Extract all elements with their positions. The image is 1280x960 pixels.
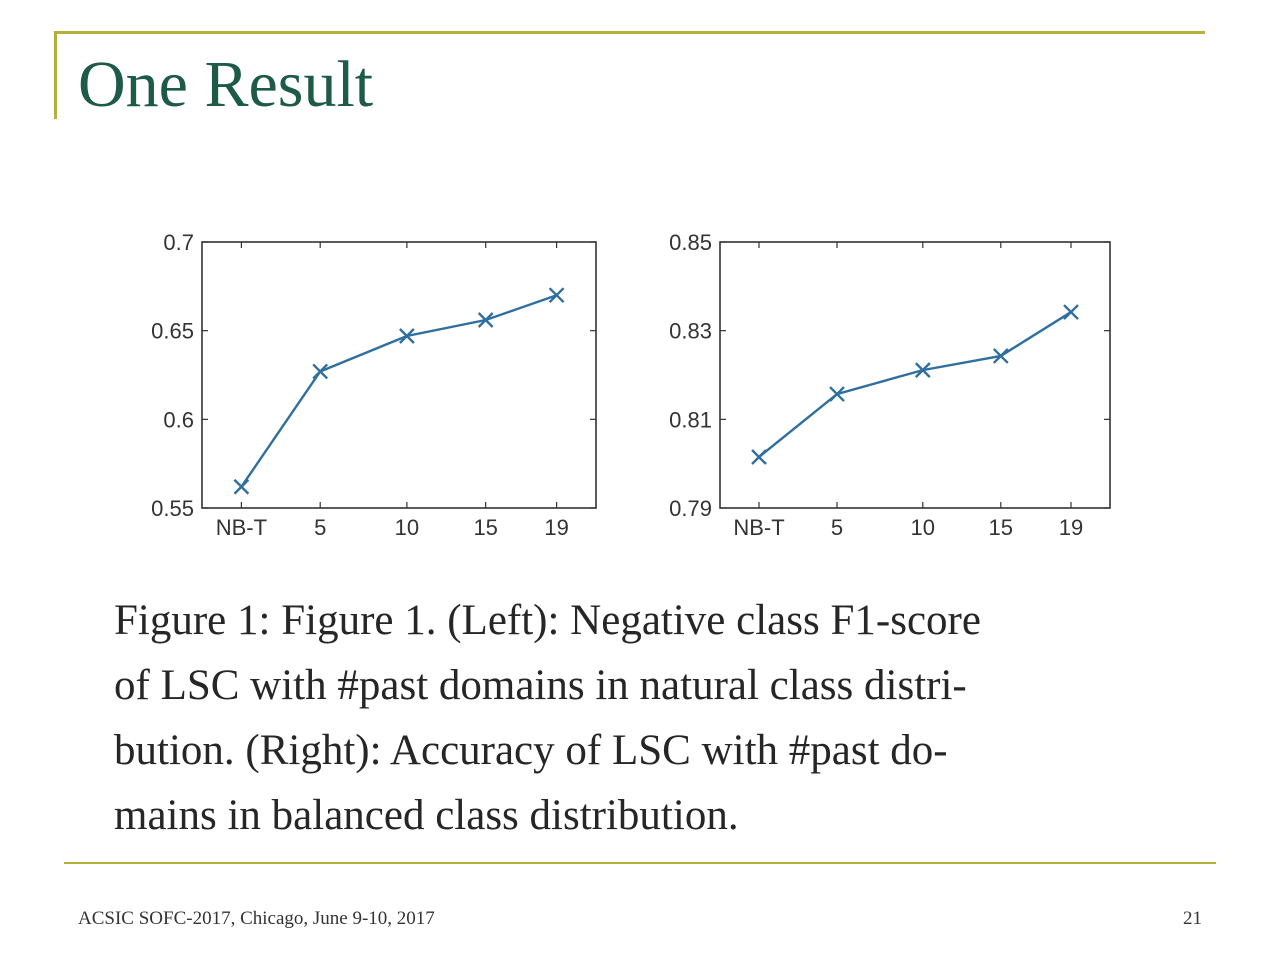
- data-point: [312, 363, 329, 380]
- x-tick-label: 15: [989, 515, 1013, 540]
- y-tick-label: 0.79: [669, 496, 712, 521]
- x-tick-label: 19: [1059, 515, 1083, 540]
- slide-title: One Result: [78, 48, 374, 121]
- charts-area: 0.550.60.650.7NB-T 5 10 15 19 0.790.810.830.…: [151, 230, 1111, 540]
- y-tick-label: 0.6: [163, 407, 194, 432]
- data-point: [399, 328, 415, 344]
- chart-right: 0.79 0.81 0.83 0.85 NB-T 5 10 15 19: [669, 230, 1111, 540]
- y-tick-label: 0.83: [669, 319, 712, 344]
- x-tick-label: 10: [395, 515, 419, 540]
- top-rule: [54, 31, 1205, 34]
- y-tick-label: 0.65: [151, 319, 194, 344]
- caption-line: Figure 1: Figure 1. (Left): Negative cla…: [114, 597, 981, 644]
- x-tick-label: NB-T: [216, 515, 267, 540]
- x-tick-label: 15: [473, 515, 497, 540]
- y-tick-label: 0.81: [669, 407, 712, 432]
- data-point: [233, 478, 250, 495]
- x-tick-label: 5: [314, 515, 326, 540]
- bottom-rule: [64, 862, 1216, 864]
- figure-caption: Figure 1: Figure 1. (Left): Negative cla…: [114, 588, 1174, 848]
- chart-left: 0.55 0.6 0.65 0.7 NB-T 5 10 15 19: [151, 230, 597, 540]
- caption-line: bution. (Right): Accuracy of LSC with #p…: [114, 727, 948, 774]
- x-tick-label: 5: [831, 515, 843, 540]
- data-point: [914, 362, 931, 378]
- caption-line: of LSC with #past domains in natural cla…: [114, 662, 967, 709]
- data-point: [1063, 304, 1079, 320]
- plot-frame: [201, 241, 597, 509]
- page-number: 21: [1183, 908, 1202, 929]
- left-rule: [54, 31, 57, 119]
- x-tick-label: NB-T: [733, 515, 784, 540]
- data-point: [992, 348, 1009, 364]
- data-point: [829, 386, 845, 402]
- y-tick-label: 0.55: [151, 496, 194, 521]
- x-tick-label: 10: [911, 515, 935, 540]
- x-tick-label: 19: [544, 515, 568, 540]
- caption-line: mains in balanced class distribution.: [114, 792, 739, 839]
- y-tick-label: 0.7: [163, 230, 194, 255]
- data-point: [477, 312, 494, 328]
- plot-frame: [719, 241, 1111, 509]
- data-point: [751, 449, 767, 465]
- y-tick-label: 0.85: [669, 230, 712, 255]
- footer-text: ACSIC SOFC-2017, Chicago, June 9-10, 201…: [78, 908, 435, 929]
- data-point: [548, 287, 565, 304]
